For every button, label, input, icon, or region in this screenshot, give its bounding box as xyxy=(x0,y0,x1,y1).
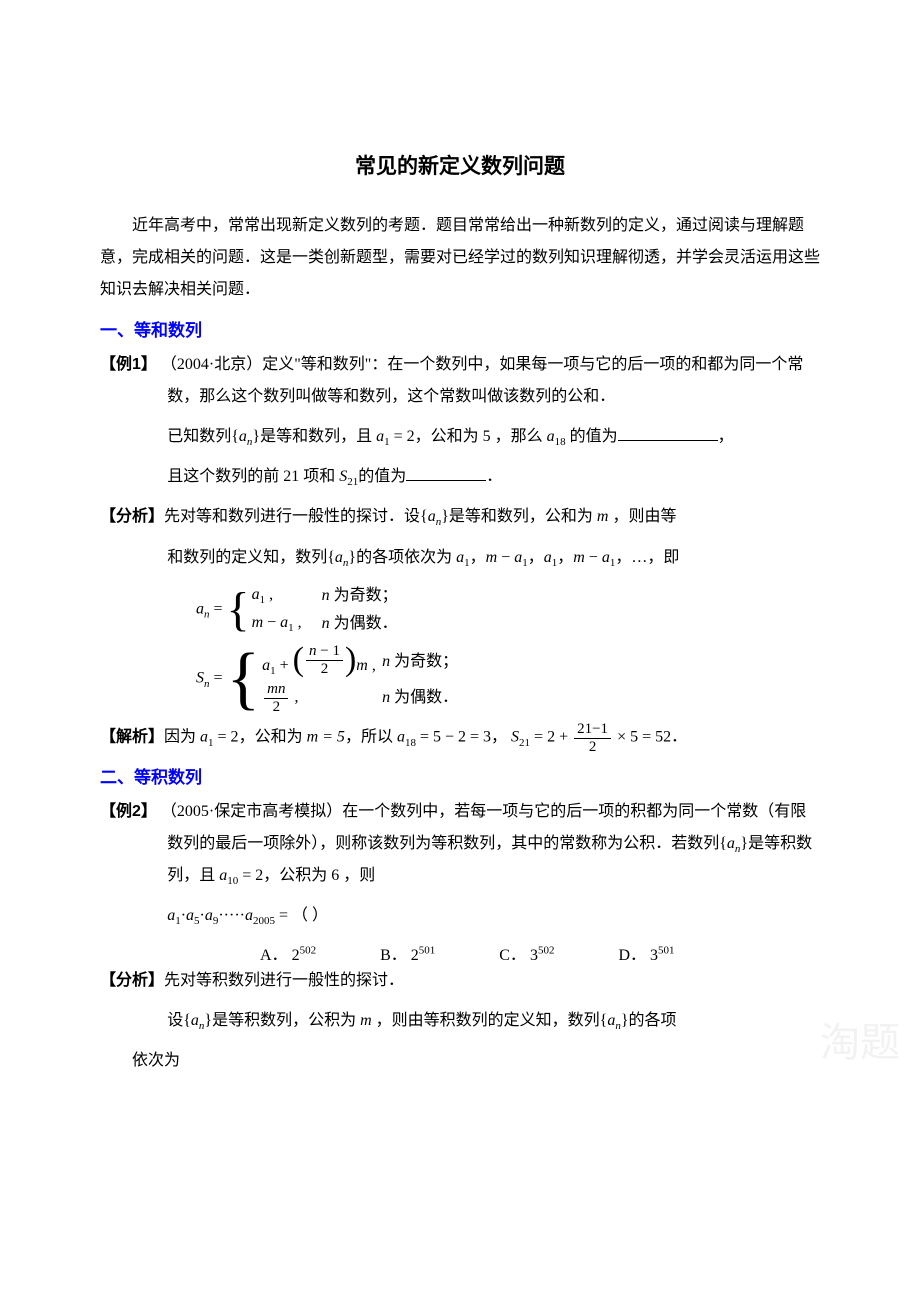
section2-heading: 二、等积数列 xyxy=(100,763,820,788)
example1-line2: 已知数列{an}是等和数列，且 a1 = 2，公和为 5 ，那么 a18 的值为… xyxy=(100,421,820,453)
example2-choices: A．2502 B．2501 C．3502 D．3501 xyxy=(100,941,820,965)
blank-2 xyxy=(406,464,486,481)
analysis2-line3: 依次为 xyxy=(100,1045,820,1077)
choice-c: C．3502 xyxy=(499,941,554,965)
analysis1-label: 【分析】 xyxy=(100,508,164,525)
watermark: 淘题 xyxy=(820,1010,900,1068)
example1-source: （2004·北京） xyxy=(161,356,262,373)
example1-label: 【例1】 xyxy=(100,356,157,373)
example1-body1: 定义"等和数列"：在一个数列中，如果每一项与它的后一项的和都为同一个常数，那么这… xyxy=(167,356,803,405)
analysis1-line2: 和数列的定义知，数列{an}的各项依次为 a1，m − a1，a1，m − a1… xyxy=(100,542,820,574)
example1-statement: 【例1】 （2004·北京）定义"等和数列"：在一个数列中，如果每一项与它的后一… xyxy=(100,349,820,413)
example1-line3: 且这个数列的前 21 项和 S21的值为． xyxy=(100,461,820,493)
section1-heading: 一、等和数列 xyxy=(100,316,820,341)
example2-product: a1·a5·a9·····a2005 = （ ） xyxy=(100,900,820,932)
example2-statement: 【例2】 （2005·保定市高考模拟）在一个数列中，若每一项与它的后一项的积都为… xyxy=(100,796,820,892)
piecewise-an: an = { a1 , n 为奇数； m − a1 , n 为偶数． xyxy=(100,582,820,638)
analysis1-line1: 【分析】先对等和数列进行一般性的探讨．设{an}是等和数列，公和为 m ，则由等 xyxy=(100,501,820,533)
page-title: 常见的新定义数列问题 xyxy=(100,150,820,180)
choice-a: A．2502 xyxy=(260,941,316,965)
example2-label: 【例2】 xyxy=(100,803,157,820)
solution1: 【解析】因为 a1 = 2，公和为 m = 5，所以 a18 = 5 − 2 =… xyxy=(100,721,820,755)
piecewise-sn: Sn = { a1 + ( n − 12 ) m , n 为奇数； xyxy=(100,643,820,715)
analysis2-line2: 设{an}是等积数列，公积为 m ，则由等积数列的定义知，数列{an}的各项 xyxy=(100,1005,820,1037)
analysis2-label: 【分析】 xyxy=(100,972,164,989)
solution1-label: 【解析】 xyxy=(100,729,164,746)
blank-1 xyxy=(618,424,718,441)
choice-d: D．3501 xyxy=(618,941,674,965)
choice-b: B．2501 xyxy=(380,941,435,965)
analysis2-line1: 【分析】先对等积数列进行一般性的探讨． xyxy=(100,965,820,997)
intro-paragraph: 近年高考中，常常出现新定义数列的考题．题目常常给出一种新数列的定义，通过阅读与理… xyxy=(100,210,820,306)
example2-source: （2005·保定市高考模拟） xyxy=(161,803,342,820)
